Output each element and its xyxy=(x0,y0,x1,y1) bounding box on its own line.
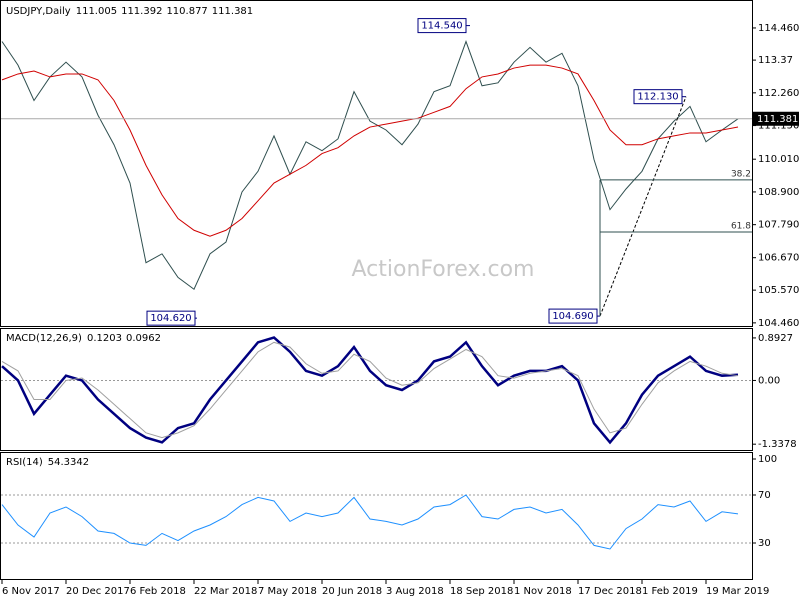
readout-value: 110.877 xyxy=(166,6,207,17)
fib-label: 38.2 xyxy=(731,169,751,179)
x-tick-label: 6 Feb 2018 xyxy=(130,586,186,597)
readout-value: 0.0962 xyxy=(126,333,161,344)
series-line xyxy=(1,494,739,550)
series-line xyxy=(1,336,739,445)
panel-title: MACD(12,26,9) xyxy=(6,333,82,344)
y-tick-label: 100 xyxy=(758,454,777,465)
watermark: ActionForex.com xyxy=(352,257,535,282)
last-price-box xyxy=(753,111,799,126)
fib-label: 61.8 xyxy=(731,222,751,232)
macd-panel xyxy=(0,328,753,451)
rsi-panel xyxy=(0,452,753,580)
y-tick-label: 108.900 xyxy=(758,187,799,198)
y-tick-label: -1.3378 xyxy=(758,439,797,450)
readout-value: 111.005 xyxy=(76,6,117,17)
x-tick-label: 1 Nov 2018 xyxy=(514,586,572,597)
annotation-box xyxy=(146,310,196,326)
readout-value: 111.392 xyxy=(121,6,162,17)
series-line xyxy=(1,341,739,439)
x-tick-label: 18 Sep 2018 xyxy=(450,586,513,597)
x-tick-label: 20 Jun 2018 xyxy=(322,586,382,597)
y-tick-label: 113.37 xyxy=(758,55,793,66)
x-tick-label: 19 Mar 2019 xyxy=(706,586,769,597)
x-tick-label: 17 Dec 2018 xyxy=(578,586,642,597)
annotation-label: 104.620 xyxy=(150,313,191,324)
readout-value: 54.3342 xyxy=(48,457,89,468)
series-line xyxy=(1,64,739,237)
annotation-box xyxy=(633,89,683,105)
y-tick-label: 104.460 xyxy=(758,318,799,329)
y-tick-label: 112.260 xyxy=(758,88,799,99)
x-tick-label: 1 Feb 2019 xyxy=(642,586,698,597)
y-tick-label: 30 xyxy=(758,538,771,549)
series-line xyxy=(1,40,739,291)
x-tick-label: 3 Aug 2018 xyxy=(386,586,444,597)
annotation-box xyxy=(417,18,467,34)
x-tick-label: 20 Dec 2017 xyxy=(66,586,130,597)
annotation-label: 104.690 xyxy=(552,311,593,322)
price-panel xyxy=(0,0,753,327)
y-tick-label: 110.010 xyxy=(758,154,799,165)
x-tick-label: 7 May 2018 xyxy=(258,586,317,597)
x-tick-label: 22 Mar 2018 xyxy=(194,586,257,597)
last-price-label: 111.381 xyxy=(757,114,798,125)
trend-line xyxy=(599,96,687,317)
x-tick-label: 6 Nov 2017 xyxy=(2,586,60,597)
y-tick-label: 70 xyxy=(758,490,771,501)
y-tick-label: 111.150 xyxy=(758,121,799,132)
panel-title: RSI(14) xyxy=(6,457,43,468)
y-tick-label: 114.460 xyxy=(758,23,799,34)
annotation-box xyxy=(548,308,598,324)
readout-value: 111.381 xyxy=(212,6,253,17)
panel-title: USDJPY,Daily xyxy=(6,6,71,17)
y-tick-label: 107.790 xyxy=(758,220,799,231)
y-tick-label: 0.8927 xyxy=(758,333,793,344)
y-tick-label: 0.00 xyxy=(758,375,780,386)
annotation-label: 112.130 xyxy=(637,92,678,103)
y-tick-label: 106.670 xyxy=(758,253,799,264)
readout-value: 0.1203 xyxy=(87,333,122,344)
annotation-label: 114.540 xyxy=(421,21,462,32)
y-tick-label: 105.570 xyxy=(758,285,799,296)
